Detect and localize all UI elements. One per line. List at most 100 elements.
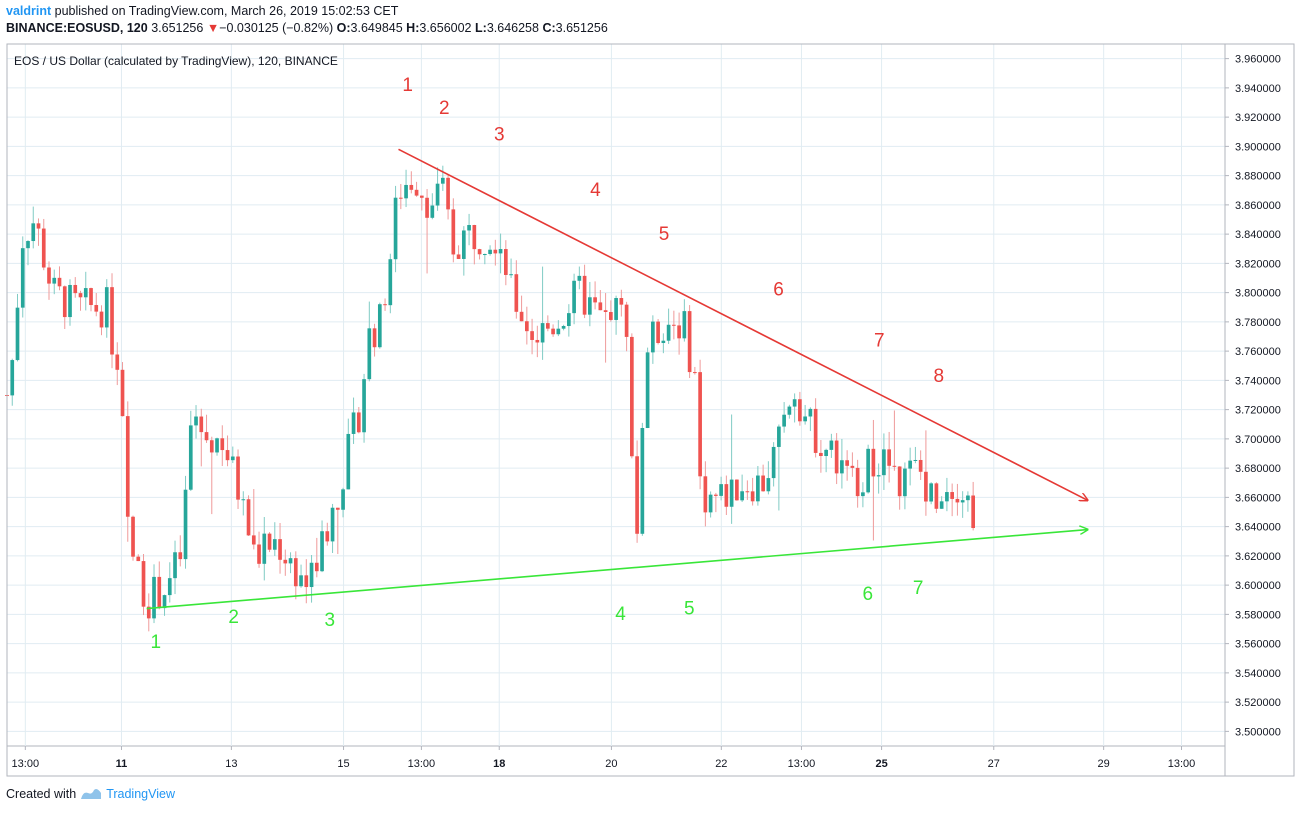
x-tick-label: 13:00 [1168,758,1196,770]
candle-body [503,249,508,275]
x-tick-label: 15 [337,758,349,770]
candle-body [840,460,844,474]
candle-body [966,495,970,501]
candle-body [346,433,351,490]
last-price: 3.651256 [151,21,204,35]
y-tick-label: 3.720000 [1235,405,1281,417]
support-trend-line[interactable] [146,530,1088,610]
grid [7,44,1225,747]
touch-point-label: 1 [402,75,413,96]
candle-body [57,277,62,287]
candle-body [115,354,120,370]
y-tick-label: 3.880000 [1235,171,1281,183]
candle-body [246,499,251,536]
candle-body [645,352,650,429]
candle-body [304,575,309,588]
candle-body [430,205,435,218]
candle-body [677,325,681,339]
open-value: 3.649845 [350,21,403,35]
candle-body [750,491,755,502]
candle-body [619,298,624,305]
candle-body [493,249,498,254]
candle-body [787,406,792,415]
candle-body [173,552,177,579]
candle-body [320,531,324,572]
low-value: 3.646258 [486,21,539,35]
close-value: 3.651256 [555,21,608,35]
candle-body [251,535,256,545]
resistance-trend-line[interactable] [398,148,1088,500]
y-tick-label: 3.940000 [1235,83,1281,95]
published-text: published on TradingView.com, March 26, … [54,4,399,18]
candle-body [924,471,928,502]
trend-lines[interactable] [146,148,1088,610]
candle-body [146,606,151,619]
x-tick-label: 27 [988,758,1000,770]
x-tick-label: 20 [605,758,617,770]
candle-body [567,313,571,327]
candle-body [735,479,739,501]
candle-body [819,452,823,457]
price-change: −0.030125 (−0.82%) [219,21,334,35]
candle-body [703,476,708,513]
tradingview-brand-link[interactable]: TradingView [106,787,175,801]
candle-body [698,372,702,477]
candle-body [519,311,524,322]
candle-body [934,483,939,509]
touch-point-label: 3 [494,125,505,146]
candle-body [409,184,414,190]
candle-body [456,254,461,259]
candle-body [236,456,240,500]
y-tick-label: 3.860000 [1235,200,1281,212]
candle-body [630,336,634,457]
candle-body [335,507,340,510]
y-tick-label: 3.680000 [1235,463,1281,475]
touch-point-label: 5 [659,224,670,245]
candle-body [918,459,923,472]
candle-body [871,448,876,477]
candle-body [798,399,802,422]
candle-body [687,311,692,373]
candle-body [20,248,25,308]
time-axis[interactable]: 13:00 11 13 15 13:00 18 20 22 13:00 25 27 29 13:00 [12,746,1196,770]
x-tick-label: 13 [225,758,237,770]
candle-body [887,449,891,466]
candle-body [834,440,839,474]
open-label: O: [336,21,351,35]
candle-body [94,305,99,312]
candle-body [393,197,398,260]
candle-body [666,324,671,341]
y-tick-label: 3.920000 [1235,112,1281,124]
candle-body [209,440,214,453]
candle-body [593,297,597,303]
candle-body [635,456,639,534]
author-name[interactable]: valdrint [6,4,52,18]
candle-body [47,267,51,284]
x-tick-label: 22 [715,758,727,770]
candle-body [724,484,729,507]
candle-body [903,468,907,497]
candle-body [682,311,687,339]
candle-body [314,562,319,572]
candle-body [162,595,167,609]
x-tick-label: 18 [493,758,505,770]
y-tick-label: 3.820000 [1235,258,1281,270]
touch-point-label: 5 [684,598,695,619]
candle-body [41,228,46,268]
candle-body [482,254,487,256]
candle-body [540,323,545,343]
touch-point-label: 4 [590,180,601,201]
candle-body [803,416,807,422]
candle-body [283,559,288,564]
candle-body [514,274,519,312]
candle-body [582,275,587,315]
candle-body [278,539,282,560]
candle-body [913,459,918,461]
touch-point-label: 3 [325,610,336,631]
price-axis[interactable]: 3.500000 3.520000 3.540000 3.560000 3.580000… [1225,54,1281,739]
candle-body [31,223,36,242]
touch-point-label: 4 [615,604,626,625]
candle-body [740,491,744,501]
candle-body [551,328,555,335]
